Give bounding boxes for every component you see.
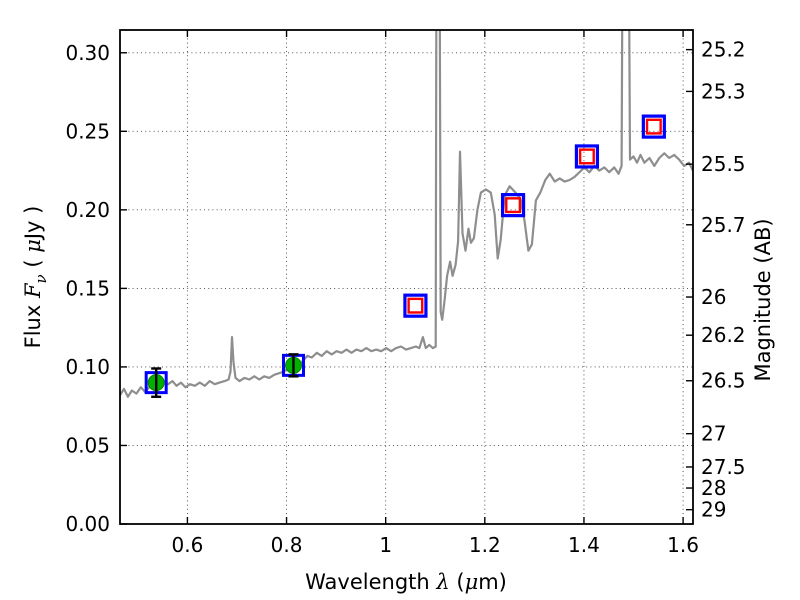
flux-tick-label: 0.05	[65, 433, 110, 457]
data-layer	[120, 30, 693, 398]
x-tick-label: 0.6	[172, 533, 204, 557]
magnitude-tick-label: 26.2	[701, 323, 746, 347]
y-axis-label-part: (	[21, 253, 45, 275]
magnitude-tick-label: 27	[701, 422, 726, 446]
flux-tick-label: 0.00	[65, 512, 110, 536]
tick-layer: 0.6 0.8 1 1.2 1.4 1.6 0.00 0.05 0.10 0.15 0.20 0.25…	[65, 30, 746, 557]
x-tick-label: 1.6	[667, 533, 699, 557]
inner-red-square	[645, 118, 662, 135]
model-photometry-marker	[574, 144, 600, 169]
x-axis-label-part: Wavelength	[305, 570, 436, 594]
x-tick-label: 1.4	[568, 533, 600, 557]
right-axis-label: Magnitude (AB)	[751, 218, 775, 381]
flux-tick-label: 0.15	[65, 276, 110, 300]
outer-blue-square	[641, 114, 666, 139]
y-axis-label-part: Flux	[21, 298, 45, 348]
model-photometry-marker	[641, 114, 666, 139]
x-axis-label-part: λ	[435, 570, 449, 594]
y-axis-label-part: μ	[21, 239, 45, 253]
magnitude-tick-label: 26.5	[701, 369, 746, 393]
observed-photometry-marker	[281, 353, 305, 378]
inner-red-square	[578, 148, 595, 165]
flux-tick-label: 0.20	[65, 198, 110, 222]
magnitude-tick-label: 28	[701, 476, 726, 500]
model-photometry-marker	[500, 193, 526, 218]
x-axis-label-part: m)	[478, 570, 507, 594]
axes-frame	[119, 29, 694, 525]
x-axis-label-part: μ	[465, 570, 479, 594]
x-tick-label: 1	[379, 533, 392, 557]
label-layer: Magnitude (AB) Wavelength λ (μm)Flux Fν …	[21, 206, 775, 594]
spectrum-line	[120, 30, 693, 398]
inner-red-square	[505, 197, 522, 214]
axes-layer	[119, 29, 694, 525]
flux-tick-label: 0.10	[65, 355, 110, 379]
y-axis-label-part: ν	[32, 274, 50, 283]
magnitude-tick-label: 27.5	[701, 455, 746, 479]
magnitude-tick-label: 25.3	[701, 79, 746, 103]
x-axis-label: Wavelength λ (μm)	[305, 570, 507, 594]
x-tick-label: 1.2	[469, 533, 501, 557]
flux-tick-label: 0.25	[65, 119, 110, 143]
magnitude-tick-label: 25.7	[701, 213, 746, 237]
x-axis-label-part: (	[450, 570, 465, 594]
inner-red-square	[407, 297, 424, 314]
magnitude-tick-label: 29	[701, 498, 726, 522]
grid-layer	[120, 30, 693, 524]
y-axis-label-part: Jy )	[21, 206, 45, 242]
x-tick-label: 0.8	[271, 533, 303, 557]
flux-tick-label: 0.30	[65, 41, 110, 65]
y-axis-label: Flux Fν ( μJy )	[21, 206, 50, 349]
observed-photometry-marker	[144, 367, 168, 398]
y-axis-label-part: F	[21, 282, 45, 299]
magnitude-tick-label: 25.2	[701, 38, 746, 62]
outer-blue-square	[403, 293, 428, 318]
magnitude-tick-label: 25.5	[701, 152, 746, 176]
outer-blue-square	[574, 144, 600, 169]
model-photometry-marker	[403, 293, 428, 318]
outer-blue-square	[500, 193, 526, 218]
magnitude-tick-label: 26	[701, 285, 726, 309]
